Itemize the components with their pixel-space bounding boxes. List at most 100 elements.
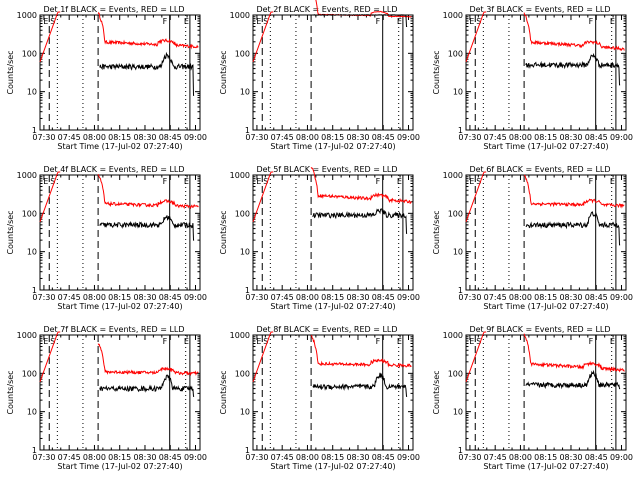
- y-tick-label: 1: [32, 126, 37, 135]
- marker-label-e: E: [256, 177, 261, 186]
- panel-6: Det 6f BLACK = Events, RED = LLD 1 10 100 10…: [432, 165, 633, 311]
- x-tick-label: 08:45: [159, 293, 182, 302]
- y-tick-label: 1000: [443, 171, 463, 180]
- marker-label-e: E: [397, 17, 402, 26]
- x-tick-label: 09:00: [610, 133, 633, 142]
- y-tick-label: 1000: [17, 171, 37, 180]
- marker-label-s: S: [476, 337, 481, 346]
- y-tick-label: 1000: [443, 11, 463, 20]
- y-tick-label: 1: [245, 286, 250, 295]
- y-axis-label: Counts/sec: [219, 50, 228, 94]
- y-axis-label: Counts/sec: [6, 50, 15, 94]
- x-tick-label: 08:30: [133, 453, 156, 462]
- y-tick-label: 1: [245, 446, 250, 455]
- events-series: [525, 211, 621, 246]
- x-tick-label: 07:30: [32, 133, 55, 142]
- x-tick-label: 08:30: [346, 133, 369, 142]
- x-tick-label: 07:30: [458, 453, 481, 462]
- marker-label-f: F: [163, 337, 168, 346]
- panel-title: Det 2f BLACK = Events, RED = LLD: [256, 5, 397, 14]
- marker-label-s: S: [50, 337, 55, 346]
- lld-series-rise: [252, 171, 274, 223]
- marker-label-s: S: [476, 17, 481, 26]
- x-tick-label: 08:15: [321, 293, 344, 302]
- marker-label-s: S: [50, 177, 55, 186]
- marker-label-s: S: [263, 17, 268, 26]
- x-tick-label: 07:30: [245, 293, 268, 302]
- x-axis-label: Start Time (17-Jul-02 07:27:40): [57, 142, 182, 151]
- x-tick-label: 08:15: [321, 453, 344, 462]
- x-tick-label: 08:00: [296, 293, 319, 302]
- x-tick-label: 08:00: [83, 453, 106, 462]
- y-axis-label: Counts/sec: [432, 210, 441, 254]
- marker-label-f: F: [589, 17, 594, 26]
- plot-frame: [39, 174, 201, 291]
- x-axis-label: Start Time (17-Jul-02 07:27:40): [483, 302, 608, 311]
- events-series: [99, 215, 195, 241]
- lld-series: [310, 166, 412, 205]
- marker-label-e: E: [43, 17, 48, 26]
- x-axis-label: Start Time (17-Jul-02 07:27:40): [483, 142, 608, 151]
- x-tick-label: 08:15: [108, 453, 131, 462]
- x-tick-label: 07:45: [271, 453, 294, 462]
- y-tick-label: 100: [235, 49, 250, 58]
- x-tick-label: 09:00: [397, 133, 420, 142]
- lld-series: [97, 343, 199, 377]
- x-tick-label: 08:45: [159, 453, 182, 462]
- x-tick-label: 08:00: [83, 293, 106, 302]
- x-tick-label: 09:00: [184, 453, 207, 462]
- x-tick-label: 07:45: [271, 293, 294, 302]
- marker-label-e: E: [43, 337, 48, 346]
- x-tick-label: 09:00: [610, 293, 633, 302]
- marker-label-e: E: [256, 337, 261, 346]
- x-tick-label: 09:00: [184, 133, 207, 142]
- panel-4: Det 4f BLACK = Events, RED = LLD 1 10 100 10…: [6, 165, 207, 311]
- marker-label-f: F: [589, 337, 594, 346]
- events-series: [525, 369, 621, 390]
- marker-label-f: F: [376, 177, 381, 186]
- y-tick-label: 100: [448, 49, 463, 58]
- y-tick-label: 1: [458, 126, 463, 135]
- plot-frame: [39, 334, 201, 451]
- x-tick-label: 08:15: [534, 133, 557, 142]
- x-axis-label: Start Time (17-Jul-02 07:27:40): [270, 302, 395, 311]
- plot-frame: [465, 174, 627, 291]
- x-tick-label: 08:30: [133, 293, 156, 302]
- lld-series-rise: [39, 11, 61, 63]
- lld-series: [97, 11, 199, 50]
- x-tick-label: 08:15: [321, 133, 344, 142]
- panel-3: Det 3f BLACK = Events, RED = LLD 1 10 100 10…: [432, 5, 633, 151]
- marker-label-e: E: [397, 177, 402, 186]
- y-tick-label: 100: [235, 209, 250, 218]
- marker-label-s: S: [263, 177, 268, 186]
- y-tick-label: 100: [22, 209, 37, 218]
- x-tick-label: 07:30: [32, 293, 55, 302]
- x-tick-label: 08:45: [372, 133, 395, 142]
- panel-title: Det 5f BLACK = Events, RED = LLD: [256, 165, 397, 174]
- x-tick-label: 08:00: [509, 293, 532, 302]
- plot-frame: [465, 14, 627, 131]
- y-tick-label: 10: [240, 248, 250, 257]
- y-axis-label: Counts/sec: [6, 370, 15, 414]
- x-tick-label: 07:45: [271, 133, 294, 142]
- panel-title: Det 1f BLACK = Events, RED = LLD: [43, 5, 184, 14]
- x-tick-label: 09:00: [397, 453, 420, 462]
- y-axis-label: Counts/sec: [432, 50, 441, 94]
- y-tick-label: 10: [240, 88, 250, 97]
- lld-series-rise: [465, 331, 487, 383]
- x-tick-label: 08:45: [585, 453, 608, 462]
- lld-series: [311, 334, 412, 369]
- marker-label-e: E: [469, 177, 474, 186]
- x-tick-label: 08:45: [159, 133, 182, 142]
- panel-title: Det 7f BLACK = Events, RED = LLD: [43, 325, 184, 334]
- x-tick-label: 07:30: [458, 133, 481, 142]
- x-tick-label: 08:45: [585, 133, 608, 142]
- y-tick-label: 10: [27, 248, 37, 257]
- x-tick-label: 08:15: [108, 293, 131, 302]
- y-tick-label: 100: [22, 49, 37, 58]
- panel-title: Det 4f BLACK = Events, RED = LLD: [43, 165, 184, 174]
- lld-series-rise: [252, 11, 274, 63]
- lld-series: [523, 12, 625, 51]
- y-tick-label: 1000: [230, 171, 250, 180]
